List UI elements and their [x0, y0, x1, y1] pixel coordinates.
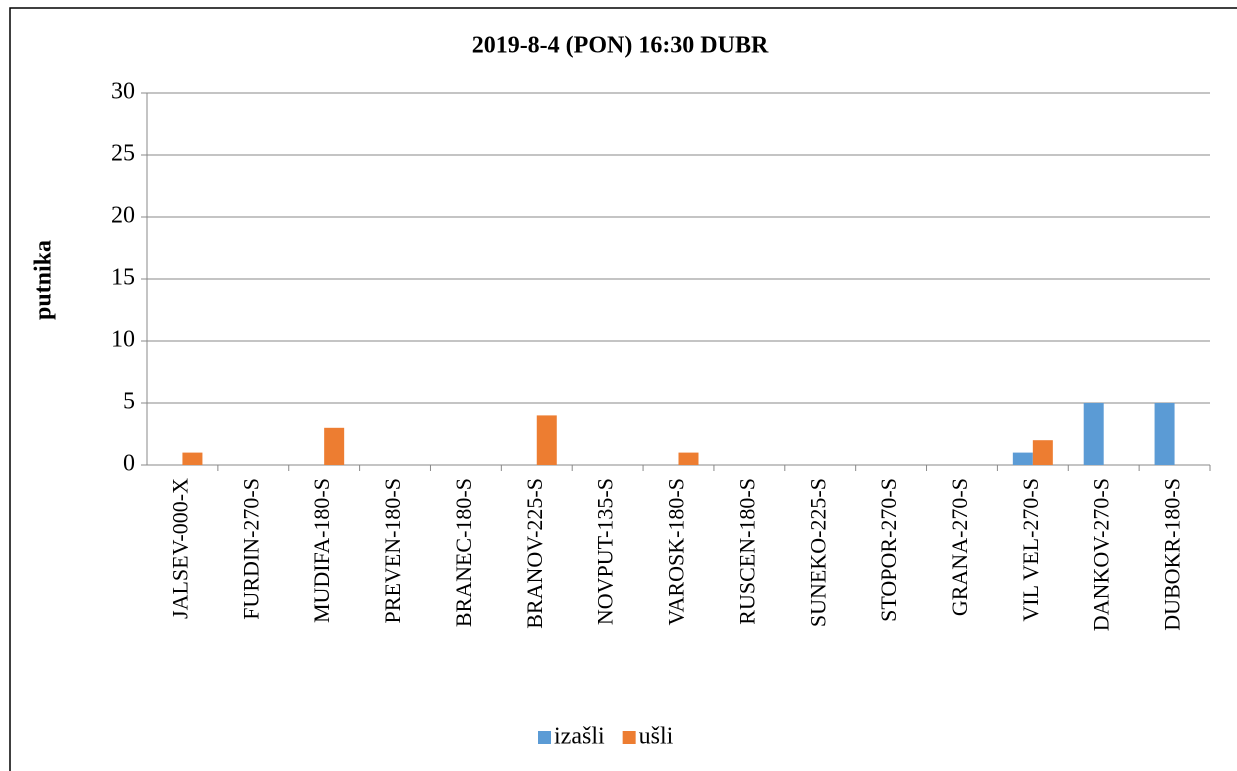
legend-label: izašli — [554, 724, 605, 750]
y-tick-label: 10 — [111, 327, 135, 353]
x-tick-label: PREVEN-180-S — [380, 478, 405, 623]
bar — [536, 415, 557, 465]
chart-frame — [9, 7, 1237, 771]
x-tick-label: MUDIFA-180-S — [309, 478, 334, 623]
y-axis-label: putnika — [31, 240, 57, 320]
y-tick-label: 30 — [111, 79, 135, 105]
x-tick-label: NOVPUT-135-S — [593, 478, 618, 625]
x-tick-label: BRANOV-225-S — [522, 478, 547, 629]
x-tick-label: DUBOKR-180-S — [1160, 478, 1185, 631]
y-tick-label: 15 — [111, 265, 135, 291]
bar — [1083, 403, 1104, 465]
x-tick-label: GRANA-270-S — [947, 478, 972, 616]
x-tick-label: SUNEKO-225-S — [805, 478, 830, 627]
bar — [1012, 452, 1033, 465]
bar — [678, 452, 699, 465]
chart-title: 2019-8-4 (PON) 16:30 DUBR — [472, 33, 769, 59]
x-tick-label: STOPOR-270-S — [876, 478, 901, 622]
x-tick-label: FURDIN-270-S — [238, 478, 263, 620]
bar — [1154, 403, 1175, 465]
bar — [182, 452, 203, 465]
bar — [1032, 440, 1053, 465]
y-tick-label: 0 — [123, 451, 135, 477]
x-tick-label: VAROSK-180-S — [664, 478, 689, 626]
y-tick-label: 5 — [123, 389, 135, 415]
y-tick-label: 20 — [111, 203, 135, 229]
x-tick-label: RUSCEN-180-S — [734, 478, 759, 625]
legend-label: ušli — [639, 724, 674, 750]
x-tick-label: VIL VEL-270-S — [1018, 478, 1043, 622]
x-tick-label: JALSEV-000-X — [167, 478, 192, 619]
legend-swatch — [538, 731, 551, 744]
bar — [324, 427, 345, 465]
x-tick-label: DANKOV-270-S — [1089, 478, 1114, 631]
legend-swatch — [622, 731, 636, 744]
x-tick-label: BRANEC-180-S — [451, 478, 476, 627]
y-tick-label: 25 — [111, 141, 135, 167]
